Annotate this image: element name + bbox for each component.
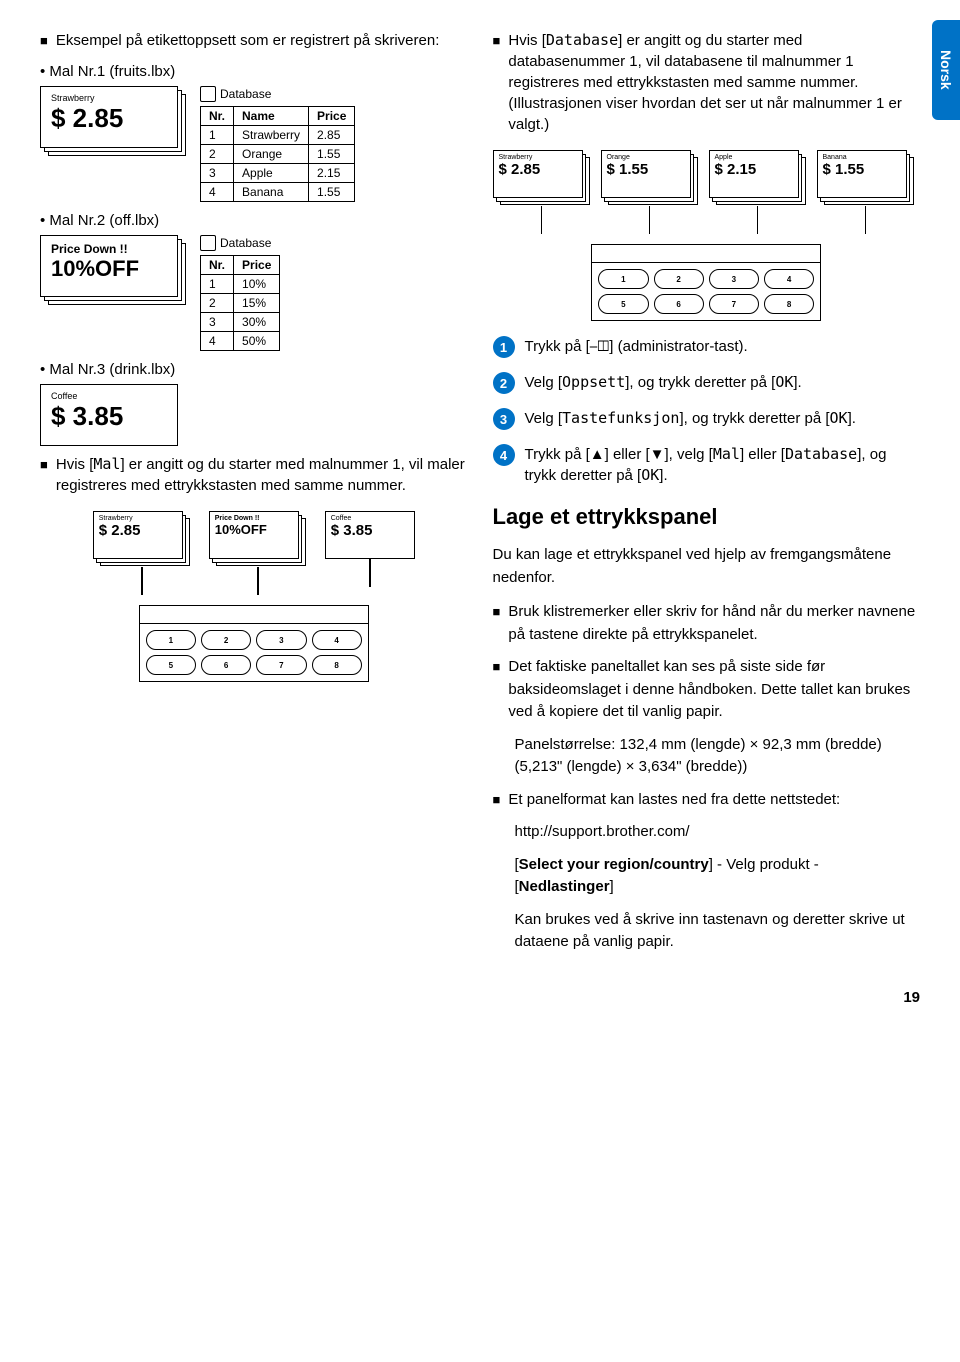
key-5[interactable]: 5 — [146, 655, 196, 675]
tpl3-big: $ 3.85 — [51, 401, 167, 432]
step-1-num: 1 — [493, 336, 515, 358]
key-r2[interactable]: 2 — [654, 269, 704, 289]
bullet-b1: Bruk klistremerker eller skriv for hånd … — [508, 601, 920, 646]
tpl2-small: Price Down !! — [51, 242, 167, 256]
db1-header: Database — [200, 86, 355, 102]
key-1[interactable]: 1 — [146, 630, 196, 650]
tpl3-small: Coffee — [51, 391, 167, 401]
b3-sub1: [Select your region/country] - Velg prod… — [515, 854, 921, 899]
tpl3-title: • Mal Nr.3 (drink.lbx) — [40, 361, 468, 378]
step-3-text: Velg [Tastefunksjon], og trykk deretter … — [525, 408, 856, 429]
key-r1[interactable]: 1 — [598, 269, 648, 289]
step-2-num: 2 — [493, 372, 515, 394]
step-2-text: Velg [Oppsett], og trykk deretter på [OK… — [525, 372, 802, 393]
key-r7[interactable]: 7 — [709, 294, 759, 314]
tpl2-big: 10%OFF — [51, 256, 167, 282]
step-4-text: Trykk på [▲] eller [▼], velg [Mal] eller… — [525, 444, 921, 486]
language-tab: Norsk — [932, 20, 960, 120]
key-8[interactable]: 8 — [312, 655, 362, 675]
tpl1-title: • Mal Nr.1 (fruits.lbx) — [40, 63, 468, 80]
callout-r3: Apple$ 2.15 — [709, 150, 807, 208]
intro-bullet: Eksempel på etikettoppsett som er regist… — [40, 30, 468, 51]
pointer-line — [257, 567, 259, 595]
key-r3[interactable]: 3 — [709, 269, 759, 289]
step-3-num: 3 — [493, 408, 515, 430]
tpl3-label: Coffee $ 3.85 — [40, 384, 178, 446]
key-3[interactable]: 3 — [256, 630, 306, 650]
tpl2-title: • Mal Nr.2 (off.lbx) — [40, 212, 468, 229]
key-r8[interactable]: 8 — [764, 294, 814, 314]
mal-text: Hvis [Mal] er angitt og du starter med m… — [56, 456, 465, 494]
keypad-left: 1 2 3 4 5 6 7 8 — [139, 605, 369, 682]
step-4-num: 4 — [493, 444, 515, 466]
bullet-b2: Det faktiske paneltallet kan ses på sist… — [508, 656, 920, 724]
callout-1: Strawberry $ 2.85 — [93, 511, 191, 569]
bullet-b3: Et panelformat kan lastes ned fra dette … — [508, 789, 840, 812]
b2-sub: Panelstørrelse: 132,4 mm (lengde) × 92,3… — [515, 734, 921, 779]
db-text: Hvis [Database] er angitt og du starter … — [508, 32, 902, 133]
callout-2: Price Down !! 10%OFF — [209, 511, 307, 569]
section-intro: Du kan lage et ettrykkspanel ved hjelp a… — [493, 544, 921, 589]
key-r4[interactable]: 4 — [764, 269, 814, 289]
callout-r4: Banana$ 1.55 — [817, 150, 915, 208]
keypad-right: 1 2 3 4 5 6 7 8 — [591, 244, 821, 321]
pointer-line — [141, 567, 143, 595]
step-1-text: Trykk på [⎯◫] (administrator-tast). — [525, 336, 748, 357]
tpl1-small: Strawberry — [51, 93, 167, 103]
callout-r2: Orange$ 1.55 — [601, 150, 699, 208]
callout-3: Coffee $ 3.85 — [325, 511, 415, 561]
db2-table: Nr.Price 110% 215% 330% 450% — [200, 255, 280, 351]
mal-bullet: Hvis [Mal] er angitt og du starter med m… — [40, 454, 468, 496]
pointer-line — [369, 559, 371, 587]
db2-header: Database — [200, 235, 280, 251]
key-2[interactable]: 2 — [201, 630, 251, 650]
tpl1-label-stack: Strawberry $ 2.85 — [40, 86, 185, 158]
db-bullet: Hvis [Database] er angitt og du starter … — [493, 30, 921, 135]
tpl1-big: $ 2.85 — [51, 103, 167, 134]
key-6[interactable]: 6 — [201, 655, 251, 675]
key-7[interactable]: 7 — [256, 655, 306, 675]
key-r6[interactable]: 6 — [654, 294, 704, 314]
b3-sub2: Kan brukes ved å skrive inn tastenavn og… — [515, 909, 921, 954]
key-r5[interactable]: 5 — [598, 294, 648, 314]
page-number: 19 — [40, 989, 920, 1006]
db1-table: Nr.NamePrice 1Strawberry2.85 2Orange1.55… — [200, 106, 355, 202]
key-4[interactable]: 4 — [312, 630, 362, 650]
section-heading: Lage et ettrykkspanel — [493, 504, 921, 530]
tpl2-label-stack: Price Down !! 10%OFF — [40, 235, 185, 307]
b3-url: http://support.brother.com/ — [515, 821, 921, 844]
intro-text: Eksempel på etikettoppsett som er regist… — [56, 30, 440, 51]
callout-r1: Strawberry$ 2.85 — [493, 150, 591, 208]
